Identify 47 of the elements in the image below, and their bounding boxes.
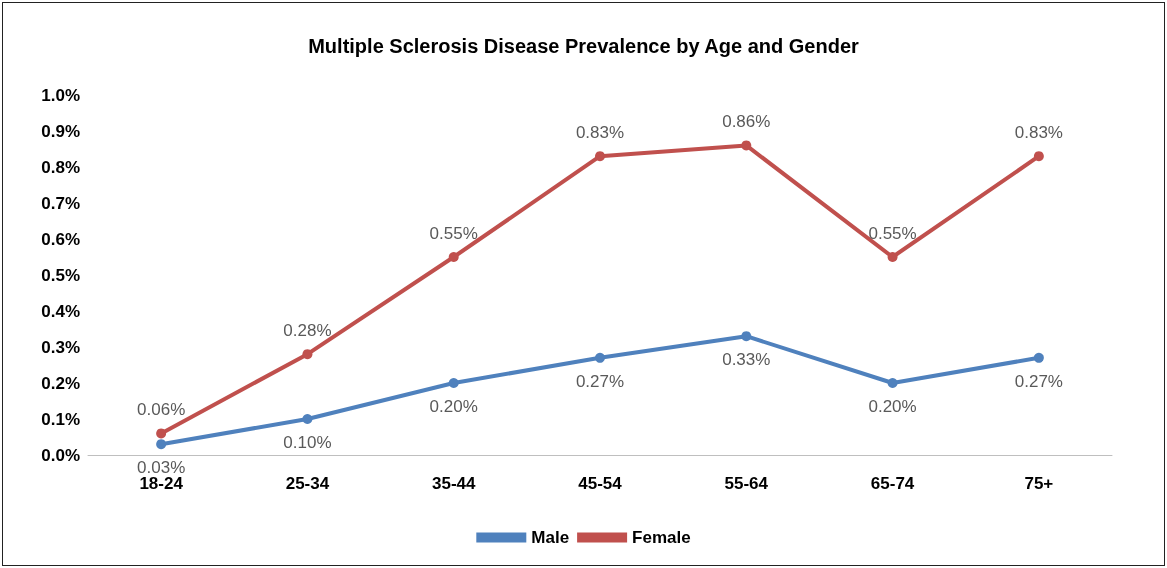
point <box>887 378 898 388</box>
y-tick-label: 0.1% <box>41 409 80 429</box>
data-label: 0.27% <box>1014 371 1063 391</box>
y-tick-label: 0.7% <box>41 193 80 213</box>
data-label: 0.28% <box>283 321 332 341</box>
y-tick-label: 0.4% <box>41 301 80 321</box>
legend-label: Male <box>531 528 570 547</box>
x-tick-label: 35-44 <box>431 474 476 493</box>
y-tick-label: 0.6% <box>41 229 80 249</box>
point <box>595 151 605 162</box>
chart-title: Multiple Sclerosis Disease Prevalence by Age and Gender <box>308 35 860 57</box>
data-label: 0.55% <box>868 224 917 243</box>
data-label: 0.20% <box>429 397 478 416</box>
point <box>1033 151 1044 162</box>
point <box>887 252 898 262</box>
y-tick-label: 0.0% <box>41 445 80 465</box>
data-label: 0.55% <box>429 224 478 243</box>
x-tick-label: 25-34 <box>285 474 330 493</box>
data-label: 0.27% <box>575 371 625 391</box>
y-tick-label: 0.2% <box>41 373 80 393</box>
point <box>741 331 752 342</box>
x-tick-label: 75+ <box>1024 474 1054 493</box>
x-tick-label: 45-54 <box>578 474 623 493</box>
legend-label: Female <box>632 528 691 547</box>
y-tick-label: 0.9% <box>41 121 80 141</box>
data-label: 0.10% <box>283 433 332 452</box>
data-label: 0.06% <box>137 400 186 420</box>
y-tick-label: 1.0% <box>41 85 80 105</box>
data-label: 0.20% <box>868 397 917 416</box>
data-label: 0.33% <box>722 350 771 370</box>
point <box>302 414 313 424</box>
point <box>1033 352 1044 363</box>
data-label: 0.83% <box>1014 123 1063 143</box>
data-label: 0.86% <box>722 112 771 132</box>
point <box>302 349 313 360</box>
y-tick-label: 0.3% <box>41 337 80 357</box>
point <box>448 378 459 388</box>
point <box>741 140 752 151</box>
data-label: 0.83% <box>575 123 625 143</box>
y-tick-label: 0.8% <box>41 157 80 177</box>
point <box>156 439 167 450</box>
y-tick-label: 0.5% <box>41 265 80 285</box>
point <box>156 428 167 439</box>
x-tick-label: 65-74 <box>870 474 915 493</box>
x-tick-label: 55-64 <box>724 474 769 493</box>
point <box>595 352 605 363</box>
point <box>448 252 459 262</box>
